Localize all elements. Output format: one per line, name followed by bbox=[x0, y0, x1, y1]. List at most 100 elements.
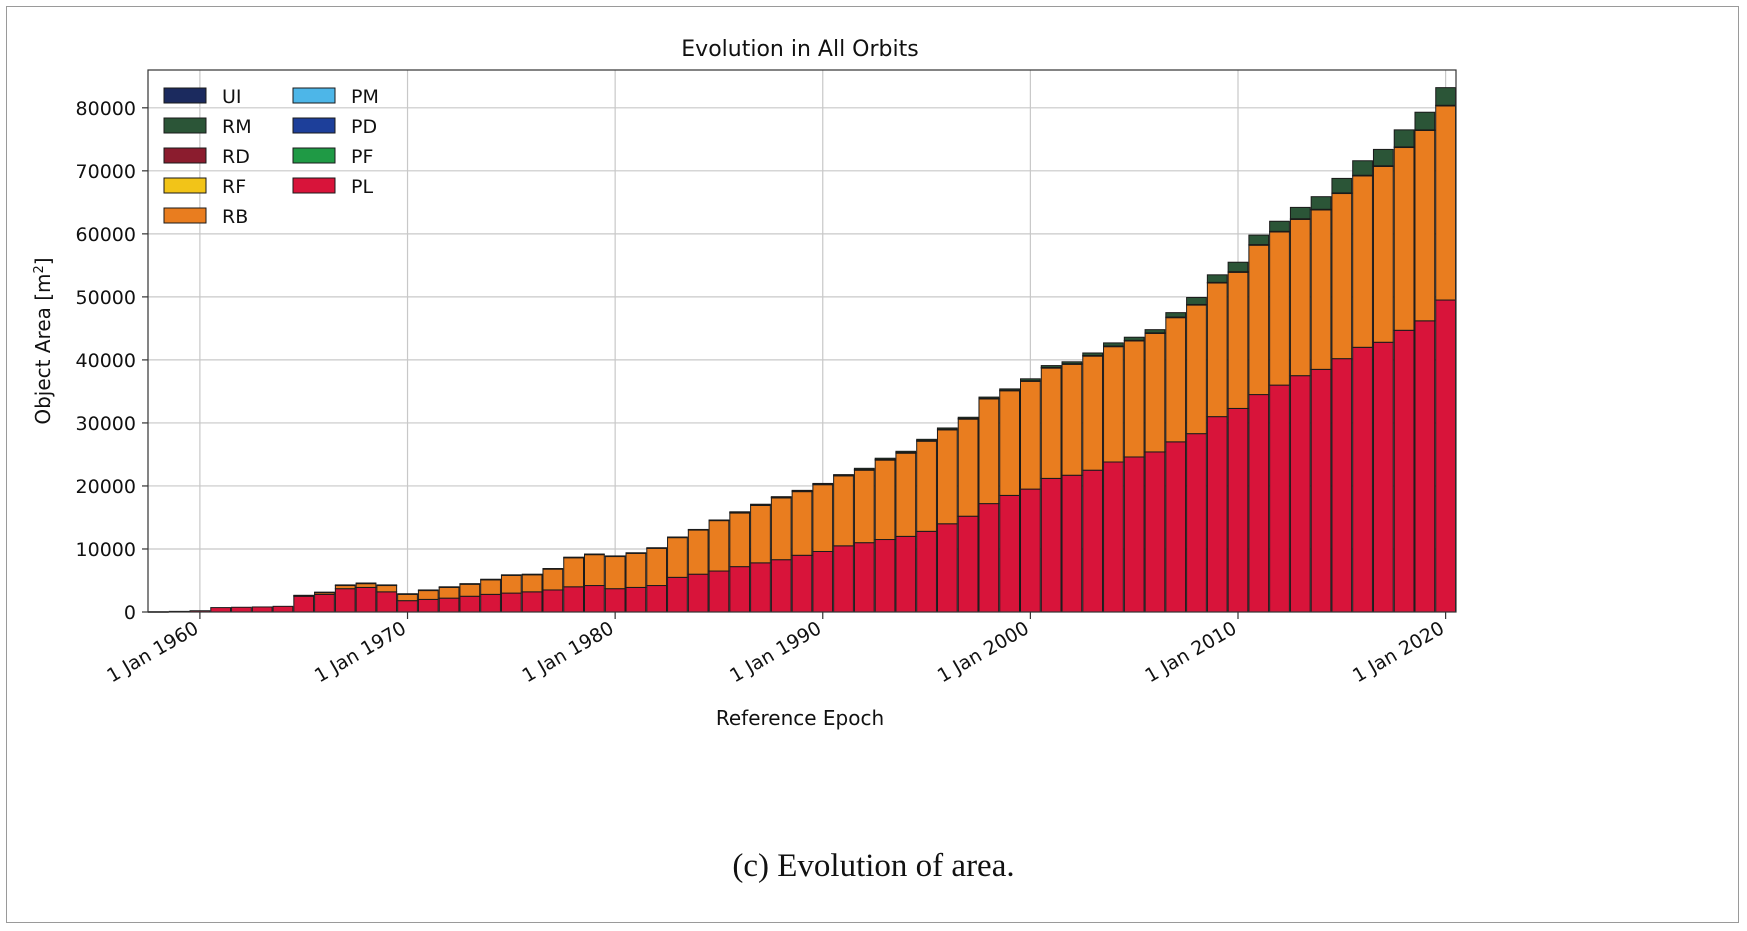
x-axis: 1 Jan 1960 1 Jan 1970 1 Jan 1980 1 Jan 1990… bbox=[103, 612, 1448, 687]
bar-rb-1992 bbox=[853, 469, 875, 544]
bar-rb-1990 bbox=[812, 484, 834, 552]
bar-rm-1999 bbox=[999, 388, 1021, 391]
legend-label-rf: RF bbox=[222, 176, 246, 198]
bar-rb-2000 bbox=[1020, 380, 1041, 490]
bar-pl-2013 bbox=[1289, 375, 1311, 613]
y-axis-label: Object Area [m2] bbox=[31, 257, 55, 424]
bar-rb-2020 bbox=[1435, 105, 1456, 301]
bar-rd-1968 bbox=[355, 582, 377, 585]
bar-rb-1968 bbox=[355, 583, 377, 588]
bar-rb-1977 bbox=[542, 568, 564, 591]
legend: UI RM RD RF RB PM PD PF PL bbox=[163, 86, 379, 228]
x-tick-label: 1 Jan 2010 bbox=[1141, 617, 1240, 687]
bar-rb-1970 bbox=[397, 593, 418, 602]
bar-rb-1993 bbox=[874, 459, 896, 541]
bar-pl-2014 bbox=[1310, 368, 1332, 613]
bar-rm-2012 bbox=[1269, 220, 1290, 232]
bar-pl-2000 bbox=[1020, 488, 1041, 613]
x-axis-label: Reference Epoch bbox=[716, 706, 884, 730]
bar-pl-1978 bbox=[563, 586, 585, 613]
bar-pl-1972 bbox=[438, 597, 460, 613]
x-tick-label: 1 Jan 1990 bbox=[726, 617, 825, 687]
y-tick-label: 30000 bbox=[76, 413, 136, 435]
bar-rb-1995 bbox=[916, 440, 937, 532]
bar-rm-1989 bbox=[791, 489, 813, 492]
x-tick-label: 1 Jan 2000 bbox=[934, 617, 1033, 687]
bar-pl-2012 bbox=[1269, 384, 1290, 613]
bar-rm-2014 bbox=[1310, 196, 1332, 210]
bar-rb-1986 bbox=[729, 512, 751, 568]
bar-pl-2015 bbox=[1331, 358, 1353, 613]
legend-swatch-rm bbox=[163, 117, 207, 134]
bar-rb-1985 bbox=[708, 520, 730, 572]
legend-swatch-ui bbox=[163, 87, 207, 104]
bar-rd-1977 bbox=[542, 568, 564, 570]
legend-swatch-rf bbox=[163, 177, 207, 194]
bar-rd-1975 bbox=[500, 574, 522, 576]
bar-rb-1976 bbox=[521, 574, 543, 593]
bar-pl-1993 bbox=[874, 539, 896, 613]
bar-rm-1991 bbox=[833, 474, 854, 476]
bar-rd-1965 bbox=[293, 594, 315, 597]
y-axis: 0 10000 20000 30000 40000 50000 60000 70000 8000… bbox=[76, 98, 148, 624]
bar-pl-2018 bbox=[1393, 329, 1415, 613]
bar-rb-1981 bbox=[625, 552, 647, 588]
bar-rb-1982 bbox=[646, 547, 668, 587]
bar-rm-2004 bbox=[1103, 342, 1124, 347]
legend-swatch-pf bbox=[292, 147, 336, 164]
bar-rd-1976 bbox=[521, 573, 543, 576]
bar-rb-1973 bbox=[459, 583, 481, 597]
bar-pl-1987 bbox=[750, 562, 771, 613]
bar-pl-1990 bbox=[812, 550, 834, 613]
bar-pl-1988 bbox=[770, 559, 792, 613]
bar-pl-1979 bbox=[584, 585, 605, 613]
bar-rm-2006 bbox=[1144, 329, 1166, 334]
bar-rb-1999 bbox=[999, 390, 1021, 496]
bar-pl-1994 bbox=[895, 535, 917, 613]
bar-pl-1991 bbox=[833, 545, 854, 613]
bar-rd-1969 bbox=[376, 584, 398, 587]
bar-pl-2003 bbox=[1082, 469, 1104, 613]
y-tick-label: 60000 bbox=[76, 224, 136, 246]
plot-area-border bbox=[147, 69, 1457, 613]
bar-rm-1998 bbox=[978, 396, 1000, 399]
bar-rd-1972 bbox=[438, 586, 460, 588]
bar-rb-2010 bbox=[1227, 271, 1249, 409]
bar-rb-1978 bbox=[563, 557, 585, 588]
bar-rm-1986 bbox=[729, 511, 751, 513]
bar-pl-1961 bbox=[210, 607, 232, 613]
bar-pl-1964 bbox=[272, 605, 294, 613]
bar-rb-2018 bbox=[1393, 147, 1415, 331]
chart-title: Evolution in All Orbits bbox=[681, 37, 918, 62]
bar-pl-1966 bbox=[314, 593, 335, 613]
bar-pl-1981 bbox=[625, 586, 647, 613]
bar-rb-2012 bbox=[1269, 231, 1290, 386]
bar-rd-1984 bbox=[687, 528, 709, 531]
bar-rb-1989 bbox=[791, 491, 813, 556]
bar-rb-1975 bbox=[500, 574, 522, 594]
legend-swatch-rb bbox=[163, 207, 207, 224]
legend-label-rd: RD bbox=[222, 146, 250, 168]
bar-rm-2005 bbox=[1123, 336, 1145, 341]
bar-rb-2015 bbox=[1331, 193, 1353, 360]
bar-pl-1995 bbox=[916, 530, 937, 613]
bar-rb-2003 bbox=[1082, 355, 1104, 471]
bar-pl-2011 bbox=[1248, 394, 1270, 613]
bar-rm-2009 bbox=[1206, 274, 1228, 283]
bar-rm-2007 bbox=[1165, 312, 1187, 318]
bar-rm-2018 bbox=[1393, 129, 1415, 148]
bar-pl-2017 bbox=[1372, 341, 1394, 613]
x-tick-label: 1 Jan 1960 bbox=[103, 617, 202, 687]
bars bbox=[148, 87, 1456, 613]
bar-rb-1997 bbox=[957, 418, 979, 517]
bar-rm-1997 bbox=[957, 416, 979, 420]
bar-rb-2017 bbox=[1372, 165, 1394, 343]
y-tick-label: 20000 bbox=[76, 476, 136, 498]
y-tick-label: 10000 bbox=[76, 539, 136, 561]
legend-swatch-pd bbox=[292, 117, 336, 134]
bar-rm-2011 bbox=[1248, 234, 1270, 246]
bar-rm-2016 bbox=[1352, 160, 1373, 176]
legend-label-rm: RM bbox=[222, 116, 252, 138]
bar-rb-1971 bbox=[417, 590, 439, 600]
